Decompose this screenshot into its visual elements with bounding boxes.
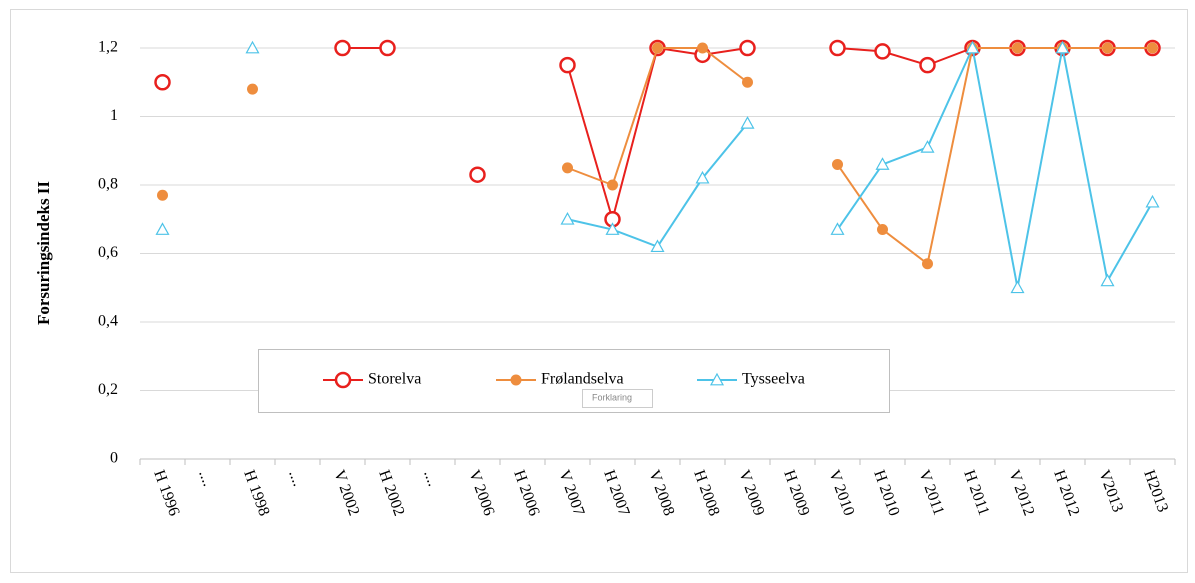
chart-frame	[10, 9, 1188, 573]
y-tick-label: 1,2	[98, 39, 118, 56]
legend-label: Tysseelva	[742, 371, 805, 388]
x-tick-label: ....	[285, 468, 306, 489]
x-tick-label: ....	[195, 468, 216, 489]
y-tick-label: 0	[110, 450, 118, 467]
marker	[1145, 194, 1160, 208]
y-tick-label: 0,6	[98, 244, 118, 261]
marker	[154, 74, 171, 91]
y-tick-label: 0,4	[98, 313, 118, 330]
marker	[245, 40, 260, 54]
marker	[740, 116, 755, 129]
marker	[742, 76, 753, 88]
marker	[829, 39, 846, 57]
marker	[379, 39, 396, 57]
marker	[920, 140, 935, 153]
marker	[1012, 42, 1023, 54]
y-tick-label: 1	[110, 107, 118, 124]
marker	[560, 212, 575, 225]
x-tick-label: ....	[420, 468, 441, 489]
tooltip-box	[582, 389, 653, 408]
marker	[334, 39, 351, 57]
marker	[922, 258, 933, 270]
tooltip-text: Forklaring	[592, 392, 632, 402]
marker	[832, 158, 843, 170]
marker	[650, 239, 665, 253]
marker	[247, 83, 258, 95]
marker	[875, 157, 890, 170]
marker	[1102, 42, 1113, 54]
y-tick-label: 0,8	[98, 176, 118, 193]
marker	[739, 39, 756, 57]
marker	[1010, 280, 1025, 294]
marker	[652, 42, 663, 54]
legend-label: Frølandselva	[541, 371, 624, 388]
marker	[334, 371, 352, 389]
marker	[559, 56, 576, 74]
marker	[157, 189, 168, 201]
marker	[1100, 273, 1115, 287]
marker	[562, 162, 573, 174]
marker	[155, 222, 170, 235]
marker	[965, 40, 980, 54]
marker	[709, 372, 725, 386]
marker	[607, 179, 618, 191]
y-axis-title: Forsuringsindeks II	[34, 181, 53, 325]
marker	[877, 224, 888, 236]
marker	[830, 222, 845, 235]
y-tick-label: 0,2	[98, 381, 118, 398]
marker	[1055, 40, 1070, 54]
marker	[919, 56, 936, 74]
legend-box	[258, 349, 890, 413]
marker	[510, 374, 522, 386]
marker	[1147, 42, 1158, 54]
marker	[695, 170, 710, 184]
marker	[874, 43, 891, 60]
marker	[697, 42, 708, 54]
marker	[469, 166, 486, 183]
legend-label: Storelva	[368, 371, 421, 388]
marker	[605, 222, 620, 235]
